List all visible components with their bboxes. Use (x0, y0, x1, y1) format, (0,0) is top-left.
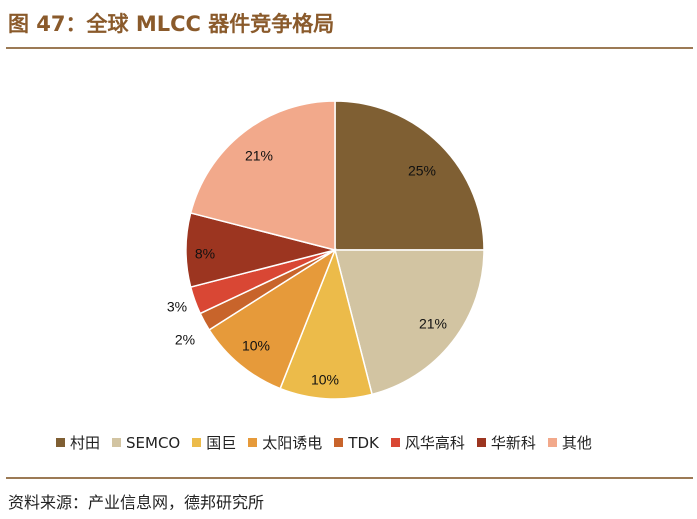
pie-slice (189, 100, 336, 251)
legend-label: 其他 (561, 434, 592, 452)
pie-chart: 25% 21% 10% 10% 2% 3% 8% 21% (167, 100, 485, 400)
source-divider (6, 477, 693, 479)
chart-legend: 村田 SEMCO 国巨 太阳诱电 TDK 风华高科 华新科 其他 (56, 432, 604, 453)
legend-swatch (56, 438, 65, 447)
slice-label: 2% (175, 332, 195, 348)
figure-title: 图 47：全球 MLCC 器件竞争格局 (8, 12, 335, 36)
slice-label: 10% (242, 338, 270, 354)
legend-label: SEMCO (126, 433, 181, 452)
legend-label: TDK (348, 433, 379, 452)
slice-label: 3% (167, 299, 187, 315)
legend-label: 华新科 (490, 434, 536, 452)
pie-slice (334, 249, 485, 396)
legend-swatch (476, 438, 486, 447)
pie-slice (334, 100, 485, 251)
legend-swatch (390, 438, 400, 447)
slice-label: 21% (245, 148, 273, 164)
legend-item: 太阳诱电 (248, 432, 322, 453)
slice-label: 8% (195, 246, 215, 262)
legend-swatch (248, 438, 258, 447)
title-divider (6, 47, 693, 49)
legend-swatch (334, 438, 344, 447)
legend-swatch (547, 438, 557, 447)
legend-item: 村田 (56, 432, 100, 453)
slice-label: 25% (408, 163, 436, 179)
legend-item: TDK (334, 434, 379, 452)
legend-swatch (192, 438, 202, 447)
legend-item: SEMCO (112, 434, 180, 452)
legend-label: 村田 (70, 434, 101, 452)
legend-item: 风华高科 (390, 432, 465, 453)
source-note: 资料来源：产业信息网，德邦研究所 (8, 493, 265, 512)
legend-label: 太阳诱电 (262, 434, 323, 452)
pie-slice (208, 248, 337, 390)
legend-label: 国巨 (206, 434, 237, 452)
slice-label: 10% (311, 372, 339, 388)
legend-label: 风华高科 (404, 434, 465, 452)
legend-item: 其他 (547, 432, 592, 453)
legend-item: 华新科 (476, 432, 536, 453)
legend-item: 国巨 (192, 432, 236, 453)
slice-label: 21% (419, 316, 447, 332)
legend-swatch (112, 438, 122, 447)
pie-slice (279, 247, 373, 400)
